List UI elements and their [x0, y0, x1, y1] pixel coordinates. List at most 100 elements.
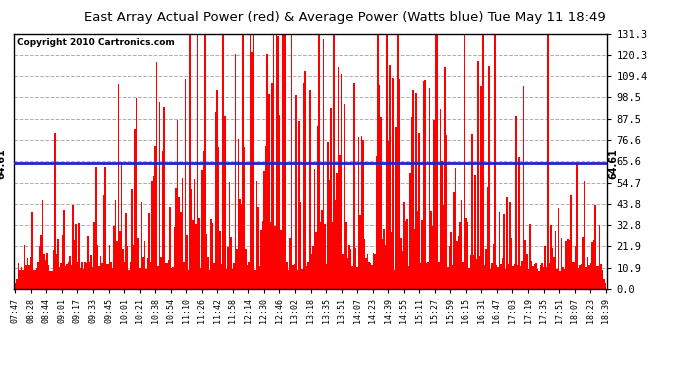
Bar [290, 34, 293, 289]
Bar [395, 127, 397, 289]
Bar [255, 270, 256, 289]
Bar [544, 246, 546, 289]
Bar [386, 34, 388, 289]
Bar [63, 210, 65, 289]
Bar [197, 34, 198, 289]
Bar [373, 253, 374, 289]
Bar [282, 34, 283, 289]
Bar [357, 137, 359, 289]
Bar [218, 147, 219, 289]
Bar [74, 240, 75, 289]
Bar [524, 240, 526, 289]
Bar [55, 254, 57, 289]
Bar [558, 208, 560, 289]
Bar [75, 224, 77, 289]
Bar [124, 262, 126, 289]
Bar [578, 268, 579, 289]
Bar [432, 226, 433, 289]
Bar [540, 266, 541, 289]
Bar [531, 261, 532, 289]
Bar [569, 240, 570, 289]
Bar [418, 133, 420, 289]
Bar [23, 245, 25, 289]
Bar [204, 34, 206, 289]
Bar [437, 35, 438, 289]
Bar [186, 235, 188, 289]
Bar [335, 200, 336, 289]
Bar [51, 271, 52, 289]
Bar [144, 241, 145, 289]
Bar [515, 116, 517, 289]
Bar [605, 283, 607, 289]
Bar [495, 265, 497, 289]
Bar [280, 231, 282, 289]
Bar [207, 257, 209, 289]
Bar [593, 240, 594, 289]
Bar [171, 268, 172, 289]
Bar [288, 270, 289, 289]
Bar [14, 283, 16, 289]
Bar [347, 258, 348, 289]
Bar [28, 265, 30, 289]
Bar [581, 264, 582, 289]
Bar [228, 182, 230, 289]
Bar [31, 212, 32, 289]
Bar [313, 169, 315, 289]
Bar [174, 227, 175, 289]
Bar [274, 226, 275, 289]
Bar [215, 112, 217, 289]
Bar [289, 238, 290, 289]
Bar [227, 247, 228, 289]
Bar [279, 115, 280, 289]
Bar [172, 267, 174, 289]
Bar [533, 264, 535, 289]
Bar [43, 254, 45, 289]
Bar [440, 109, 441, 289]
Bar [341, 74, 342, 289]
Bar [508, 264, 509, 289]
Bar [402, 251, 403, 289]
Bar [586, 257, 589, 289]
Bar [57, 240, 59, 289]
Bar [528, 269, 529, 289]
Bar [552, 248, 553, 289]
Bar [93, 222, 95, 289]
Bar [441, 161, 442, 289]
Bar [265, 146, 266, 289]
Bar [107, 264, 108, 289]
Bar [473, 255, 475, 289]
Bar [152, 176, 154, 289]
Bar [523, 86, 524, 289]
Bar [446, 135, 447, 289]
Bar [189, 34, 190, 289]
Bar [561, 238, 562, 289]
Bar [514, 264, 515, 289]
Bar [380, 117, 382, 289]
Bar [77, 262, 78, 289]
Bar [159, 102, 160, 289]
Bar [409, 173, 411, 289]
Bar [511, 238, 513, 289]
Bar [551, 225, 552, 289]
Bar [502, 258, 503, 289]
Bar [384, 228, 385, 289]
Bar [465, 218, 467, 289]
Bar [506, 197, 508, 289]
Bar [104, 167, 106, 289]
Bar [385, 245, 386, 289]
Bar [366, 254, 368, 289]
Bar [251, 52, 253, 289]
Bar [321, 210, 323, 289]
Bar [148, 213, 150, 289]
Bar [198, 217, 199, 289]
Bar [599, 225, 600, 289]
Bar [477, 61, 479, 289]
Bar [256, 181, 257, 289]
Bar [323, 39, 324, 289]
Bar [364, 238, 365, 289]
Bar [500, 264, 502, 289]
Bar [250, 34, 251, 289]
Bar [169, 207, 171, 289]
Bar [382, 239, 384, 289]
Bar [471, 134, 473, 289]
